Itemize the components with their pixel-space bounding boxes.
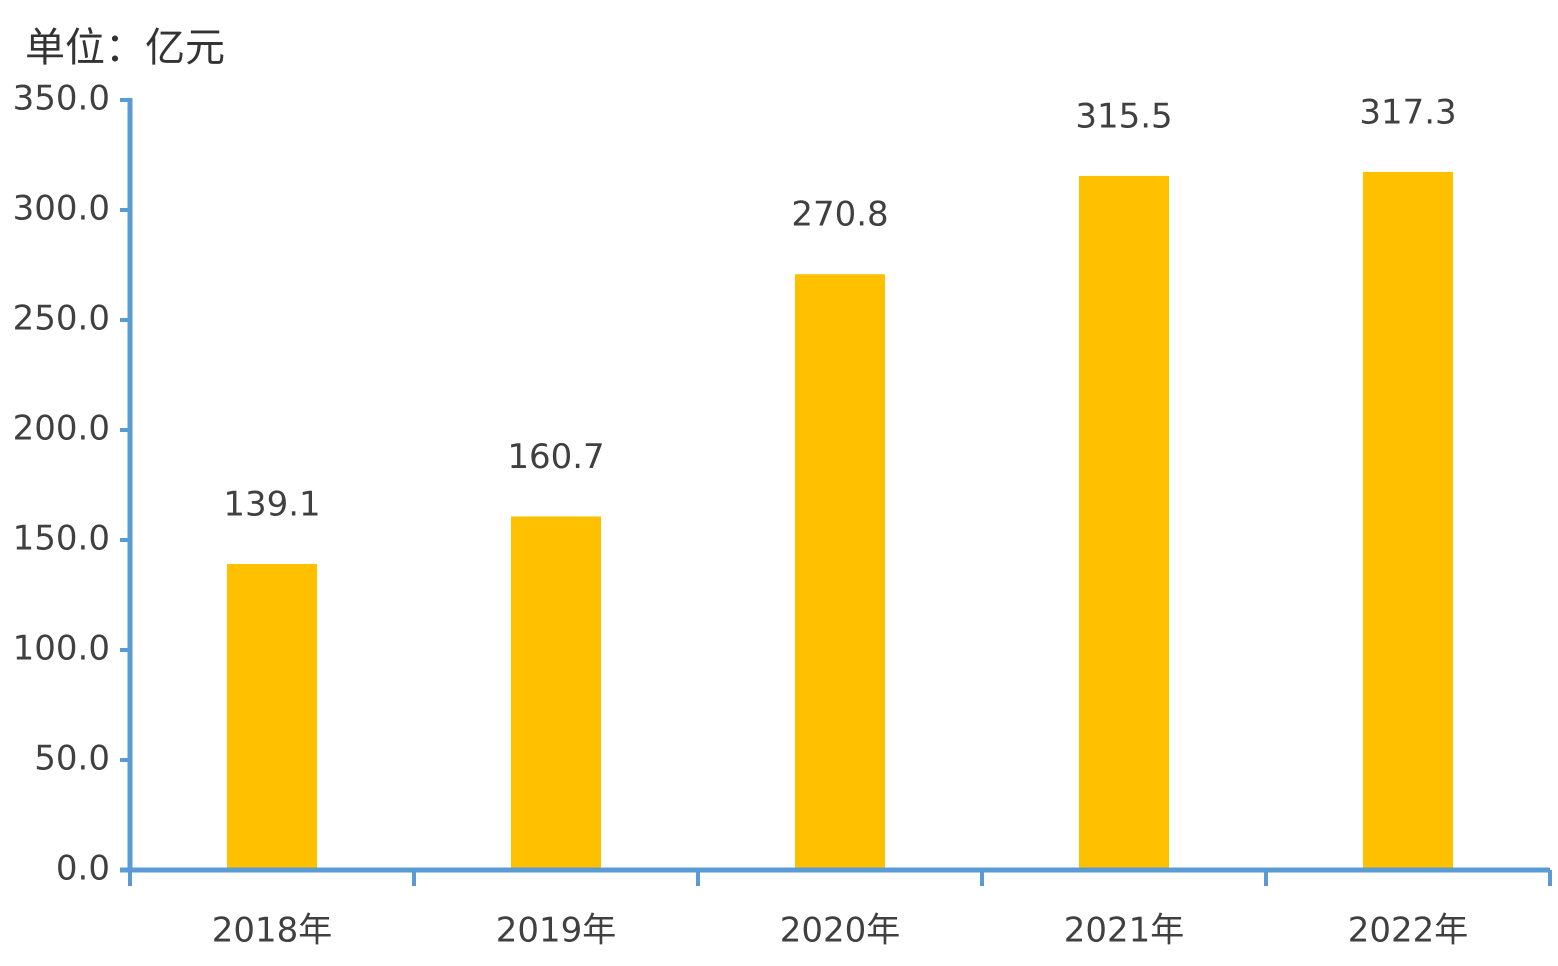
- data-label: 160.7: [507, 437, 604, 477]
- bar: [511, 516, 601, 870]
- x-tick-label: 2019年: [496, 911, 617, 951]
- y-tick-label: 350.0: [13, 79, 110, 119]
- y-tick-label: 0.0: [56, 849, 110, 889]
- x-tick-label: 2021年: [1064, 911, 1185, 951]
- data-label: 317.3: [1359, 92, 1456, 132]
- y-tick-label: 200.0: [13, 409, 110, 449]
- data-label: 315.5: [1075, 96, 1172, 136]
- x-tick-label: 2018年: [212, 911, 333, 951]
- y-tick-label: 150.0: [13, 519, 110, 559]
- bar: [1079, 175, 1169, 870]
- data-label: 139.1: [223, 484, 320, 524]
- bar: [1363, 171, 1453, 870]
- x-tick-label: 2022年: [1348, 911, 1469, 951]
- y-tick-label: 50.0: [34, 739, 110, 779]
- x-tick-label: 2020年: [780, 911, 901, 951]
- y-tick-label: 250.0: [13, 299, 110, 339]
- y-tick-label: 100.0: [13, 629, 110, 669]
- y-tick-label: 300.0: [13, 189, 110, 229]
- data-label: 270.8: [791, 195, 888, 235]
- y-axis-label: 单位：亿元: [25, 25, 225, 71]
- bar: [227, 563, 317, 870]
- bar: [795, 274, 885, 870]
